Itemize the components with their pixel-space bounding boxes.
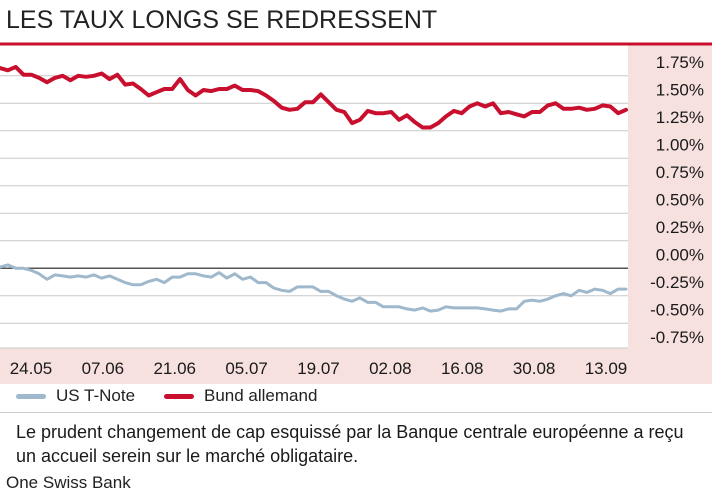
legend-swatch-us bbox=[16, 393, 46, 399]
legend-item-bund: Bund allemand bbox=[164, 386, 317, 406]
x-tick-label: 21.06 bbox=[153, 359, 196, 378]
x-tick-label: 13.09 bbox=[585, 359, 628, 378]
chart-caption: Le prudent changement de cap esquissé pa… bbox=[16, 422, 684, 466]
y-tick-label: 0.00% bbox=[656, 246, 704, 265]
x-tick-label: 02.08 bbox=[369, 359, 412, 378]
y-tick-label: -0.25% bbox=[650, 273, 704, 292]
legend-swatch-bund bbox=[164, 393, 194, 399]
legend-label-bund: Bund allemand bbox=[204, 386, 318, 405]
x-tick-label: 16.08 bbox=[441, 359, 484, 378]
legend-item-us-tnote: US T-Note bbox=[16, 386, 135, 406]
x-tick-label: 30.08 bbox=[513, 359, 556, 378]
x-axis-band bbox=[0, 348, 712, 384]
y-tick-label: 0.50% bbox=[656, 191, 704, 210]
x-tick-label: 05.07 bbox=[225, 359, 268, 378]
y-tick-label: 1.75% bbox=[656, 53, 704, 72]
series-line-us-tnote bbox=[0, 263, 628, 313]
legend-label-us: US T-Note bbox=[56, 386, 136, 405]
source-label: One Swiss Bank bbox=[6, 473, 131, 492]
y-tick-label: 1.25% bbox=[656, 108, 704, 127]
series-line-bund-allemand bbox=[0, 64, 628, 130]
y-tick-label: -0.50% bbox=[650, 301, 704, 320]
y-tick-label: 1.50% bbox=[656, 81, 704, 100]
legend: US T-Note Bund allemand bbox=[0, 384, 712, 412]
y-tick-label: 0.75% bbox=[656, 163, 704, 182]
chart-title: LES TAUX LONGS SE REDRESSENT bbox=[6, 6, 438, 34]
legend-divider bbox=[0, 412, 712, 413]
y-tick-label: 0.25% bbox=[656, 218, 704, 237]
x-tick-label: 07.06 bbox=[82, 359, 125, 378]
line-chart: 1.75% 1.50% 1.25% 1.00% 0.75% 0.50% 0.25% 0.00%… bbox=[0, 42, 712, 384]
y-tick-label: 1.00% bbox=[656, 136, 704, 155]
x-tick-label: 24.05 bbox=[10, 359, 53, 378]
y-axis-band bbox=[628, 45, 712, 357]
y-tick-label: -0.75% bbox=[650, 328, 704, 347]
x-tick-label: 19.07 bbox=[297, 359, 340, 378]
